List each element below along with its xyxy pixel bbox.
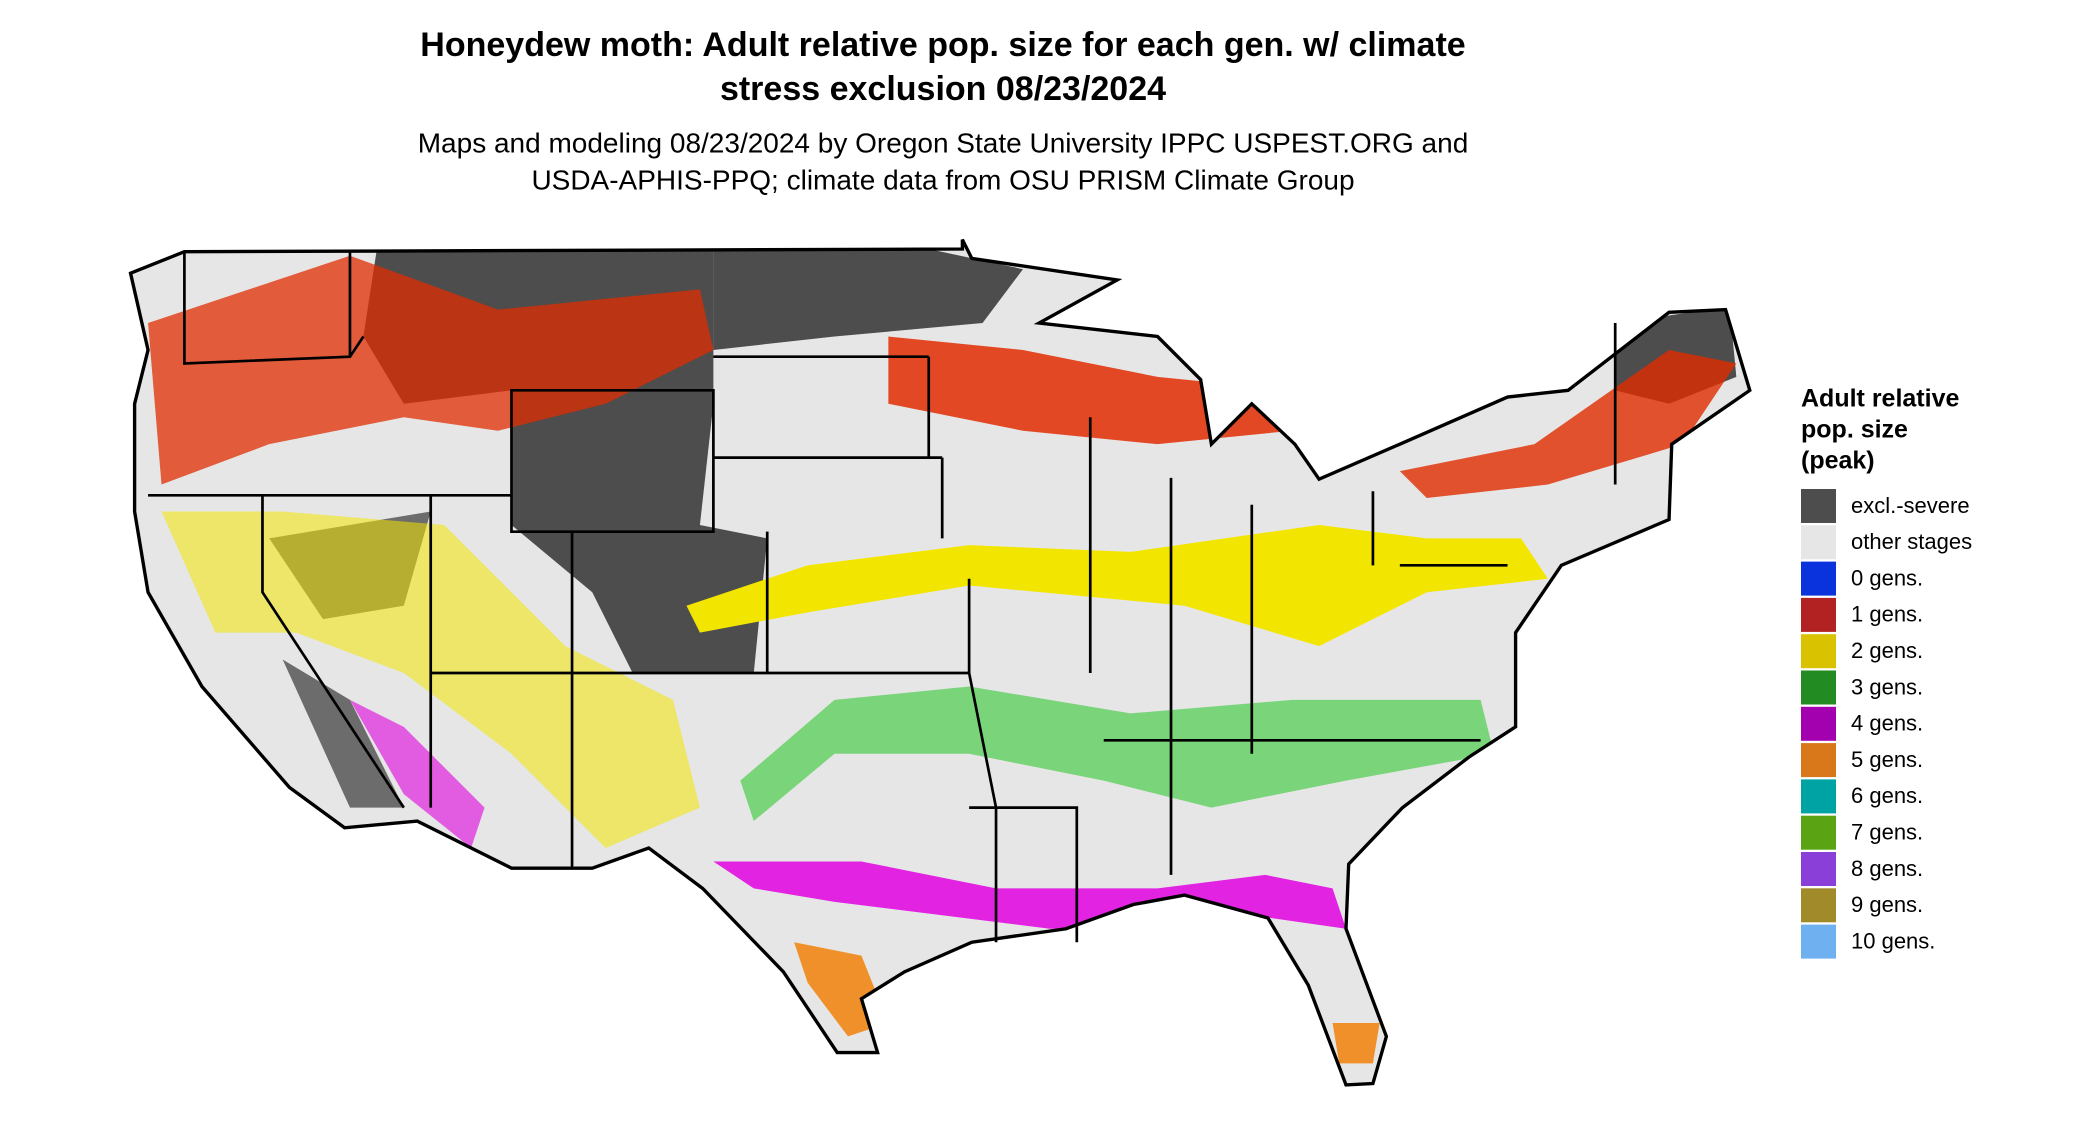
subtitle-line: Maps and modeling 08/23/2024 by Oregon S… [418, 127, 1469, 158]
legend-swatch [1801, 815, 1836, 850]
legend-title: pop. size [1801, 416, 1908, 444]
four-gen-band [349, 699, 485, 848]
legend-title: (peak) [1801, 447, 1875, 475]
one-gen-band [888, 336, 1293, 445]
legend-label: 8 gens. [1851, 856, 1923, 881]
one-gen-band [1399, 349, 1737, 499]
legend-swatch [1801, 561, 1836, 596]
legend-swatch [1801, 743, 1836, 778]
subtitle-line: USDA-APHIS-PPQ; climate data from OSU PR… [531, 164, 1354, 195]
legend-label: 3 gens. [1851, 674, 1923, 699]
legend: excl.-severe other stages 0 gens. 1 gens. 2 … [1801, 489, 1972, 959]
legend-label: 9 gens. [1851, 892, 1923, 917]
legend-label: excl.-severe [1851, 493, 1970, 518]
legend-label: 0 gens. [1851, 565, 1923, 590]
legend-label: 7 gens. [1851, 820, 1923, 845]
title-line: Honeydew moth: Adult relative pop. size … [420, 26, 1465, 64]
legend-label: 6 gens. [1851, 783, 1923, 808]
two-gen-band [686, 524, 1548, 647]
legend-label: other stages [1851, 529, 1972, 554]
excluded-region [713, 249, 1023, 350]
legend-label: 2 gens. [1851, 638, 1923, 663]
us-map [128, 237, 1752, 1087]
legend-label: 1 gens. [1851, 602, 1923, 627]
legend-label: 10 gens. [1851, 928, 1935, 953]
legend-swatch [1801, 670, 1836, 705]
legend-swatch [1801, 525, 1836, 560]
legend-swatch [1801, 888, 1836, 923]
legend-swatch [1801, 924, 1836, 959]
legend-swatch [1801, 489, 1836, 523]
one-gen-band [148, 255, 714, 485]
state-lines [148, 251, 1617, 943]
five-gen-band [794, 942, 1380, 1064]
legend-label: 5 gens. [1851, 747, 1923, 772]
legend-swatch [1801, 852, 1836, 886]
legend-swatch [1801, 706, 1836, 741]
legend-swatch [1801, 779, 1836, 814]
three-gen-band [740, 686, 1495, 822]
legend-title: Adult relative [1801, 385, 1959, 413]
legend-swatch [1801, 597, 1836, 632]
legend-label: 4 gens. [1851, 711, 1923, 736]
legend-swatch [1801, 634, 1836, 669]
title-line: stress exclusion 08/23/2024 [720, 70, 1166, 108]
